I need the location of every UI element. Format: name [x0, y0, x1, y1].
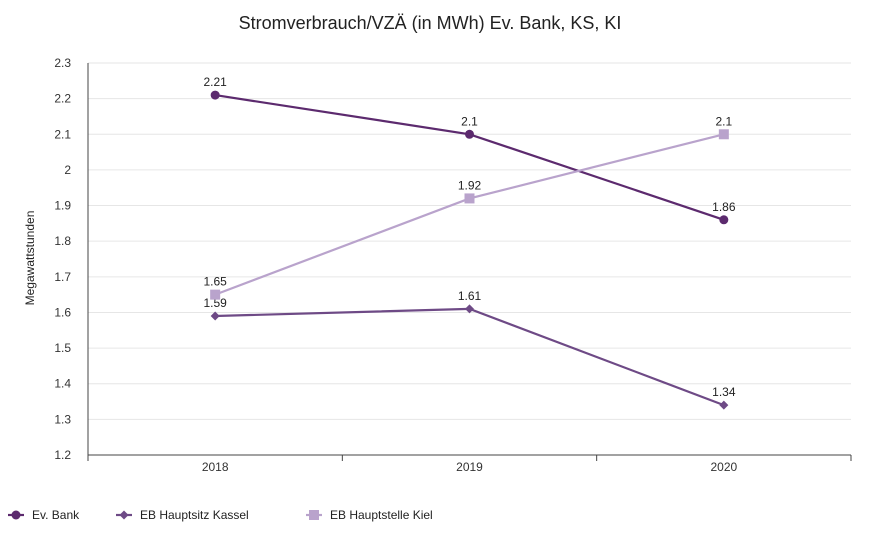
- y-tick-label: 2.2: [54, 92, 71, 106]
- x-tick-label: 2019: [456, 460, 483, 474]
- legend-item: Ev. Bank: [8, 508, 80, 522]
- data-label: 1.61: [458, 289, 482, 303]
- data-point: [718, 129, 729, 140]
- legend-marker: [119, 510, 129, 520]
- series-line: [214, 133, 725, 296]
- y-tick-label: 1.4: [54, 377, 71, 391]
- y-tick-label: 1.9: [54, 199, 71, 213]
- x-tick-labels: 2018 2019 2020: [202, 460, 738, 474]
- data-point: [464, 193, 475, 204]
- data-label: 2.1: [715, 114, 732, 128]
- y-tick-label: 1.7: [54, 270, 71, 284]
- chart-title: Stromverbrauch/VZÄ (in MWh) Ev. Bank, KS…: [239, 13, 622, 33]
- data-label: 2.21: [203, 75, 227, 89]
- y-axis-label: Megawattstunden: [23, 211, 37, 306]
- y-tick-label: 1.6: [54, 305, 71, 319]
- y-tick-label: 2: [64, 163, 71, 177]
- data-label: 1.86: [712, 200, 736, 214]
- series-line: [215, 307, 725, 407]
- data-label: 1.34: [712, 385, 736, 399]
- legend: Ev. Bank EB Hauptsitz Kassel EB Hauptstell…: [8, 508, 433, 522]
- y-tick-label: 1.3: [54, 412, 71, 426]
- data-point: [465, 304, 474, 314]
- series-group: 2.21 2.1 1.86 1.59 1.61 1.34 1.65 1.92 2.1: [203, 75, 736, 410]
- axes: [87, 63, 852, 461]
- x-tick-label: 2018: [202, 460, 229, 474]
- legend-label: Ev. Bank: [32, 508, 80, 522]
- y-tick-label: 2.3: [54, 56, 71, 70]
- data-point: [719, 400, 729, 410]
- y-tick-label: 1.5: [54, 341, 71, 355]
- data-point: [210, 289, 221, 300]
- data-point: [210, 311, 220, 321]
- data-label: 1.65: [203, 275, 227, 289]
- data-point: [210, 90, 220, 100]
- data-label: 1.59: [203, 296, 227, 310]
- series-0: 2.21 2.1 1.86: [203, 75, 736, 225]
- y-tick-label: 1.2: [54, 448, 71, 462]
- y-tick-labels: 1.2 1.3 1.4 1.5 1.6 1.7 1.8 1.9 2 2.1 2.2 2.3: [54, 56, 71, 462]
- legend-marker: [11, 510, 21, 520]
- legend-label: EB Hauptstelle Kiel: [330, 508, 433, 522]
- legend-label: EB Hauptsitz Kassel: [140, 508, 249, 522]
- legend-item: EB Hauptsitz Kassel: [116, 508, 249, 522]
- data-point: [465, 129, 474, 139]
- x-tick-label: 2020: [710, 460, 737, 474]
- series-1: 1.59 1.61 1.34: [203, 289, 736, 410]
- data-point: [719, 215, 729, 225]
- legend-marker: [309, 510, 319, 520]
- data-label: 2.1: [461, 114, 478, 128]
- legend-item: EB Hauptstelle Kiel: [306, 508, 433, 522]
- y-tick-label: 2.1: [54, 127, 71, 141]
- series-2: 1.65 1.92 2.1: [203, 114, 732, 300]
- data-label: 1.92: [458, 178, 482, 192]
- y-tick-label: 1.8: [54, 234, 71, 248]
